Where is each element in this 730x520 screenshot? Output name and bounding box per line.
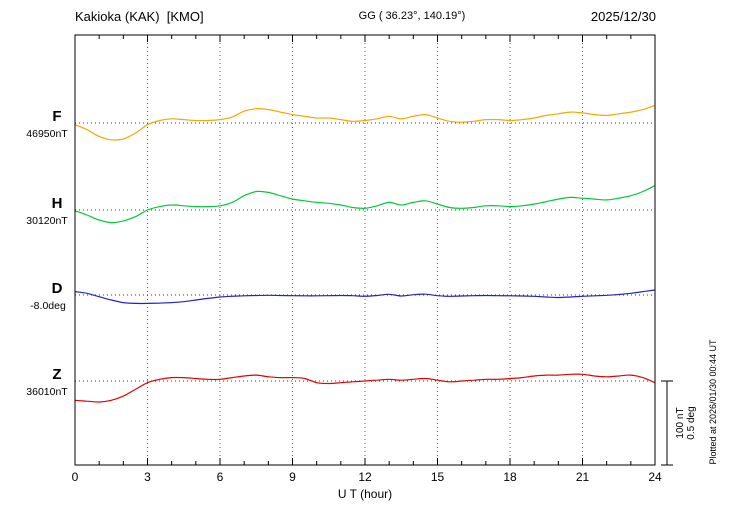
x-tick-label-9: 9 [289, 470, 296, 484]
page-title: Kakioka (KAK) [KMO] [75, 9, 204, 24]
trace-layer [74, 104, 656, 403]
x-tick-label-0: 0 [72, 470, 79, 484]
series-letter-H: H [52, 195, 63, 212]
x-tick-label-15: 15 [431, 470, 445, 484]
series-letter-D: D [52, 280, 63, 297]
trace-H [74, 185, 656, 224]
series-value-H: 30120nT [26, 215, 68, 227]
series-letter-Z: Z [52, 366, 61, 383]
x-tick-label-18: 18 [503, 470, 517, 484]
series-value-F: 46950nT [26, 128, 68, 140]
grid-layer [75, 35, 655, 465]
x-tick-label-12: 12 [358, 470, 372, 484]
series-value-D: -8.0deg [30, 300, 66, 312]
trace-F [74, 104, 656, 141]
x-axis-label: U T (hour) [338, 487, 392, 501]
plotted-at-note: Plotted at 2026/01/30 00:44 UT [708, 339, 718, 465]
scale-bar-nt-label: 100 nT [675, 407, 686, 438]
plot-date: 2025/12/30 [591, 9, 656, 24]
series-letter-F: F [52, 108, 61, 125]
x-tick-label-24: 24 [648, 470, 662, 484]
trace-Z [74, 373, 656, 403]
series-value-Z: 36010nT [26, 386, 68, 398]
x-tick-label-21: 21 [576, 470, 590, 484]
x-tick-label-6: 6 [217, 470, 224, 484]
tick-layer: 0 3 6 9 12 15 18 21 24 [72, 35, 662, 484]
x-tick-label-3: 3 [144, 470, 151, 484]
scale-bar-deg-label: 0.5 deg [686, 406, 697, 439]
trace-D [74, 289, 656, 305]
scale-bar: 100 nT 0.5 deg [661, 380, 697, 466]
station-coordinates: GG ( 36.23°, 140.19°) [359, 10, 466, 22]
